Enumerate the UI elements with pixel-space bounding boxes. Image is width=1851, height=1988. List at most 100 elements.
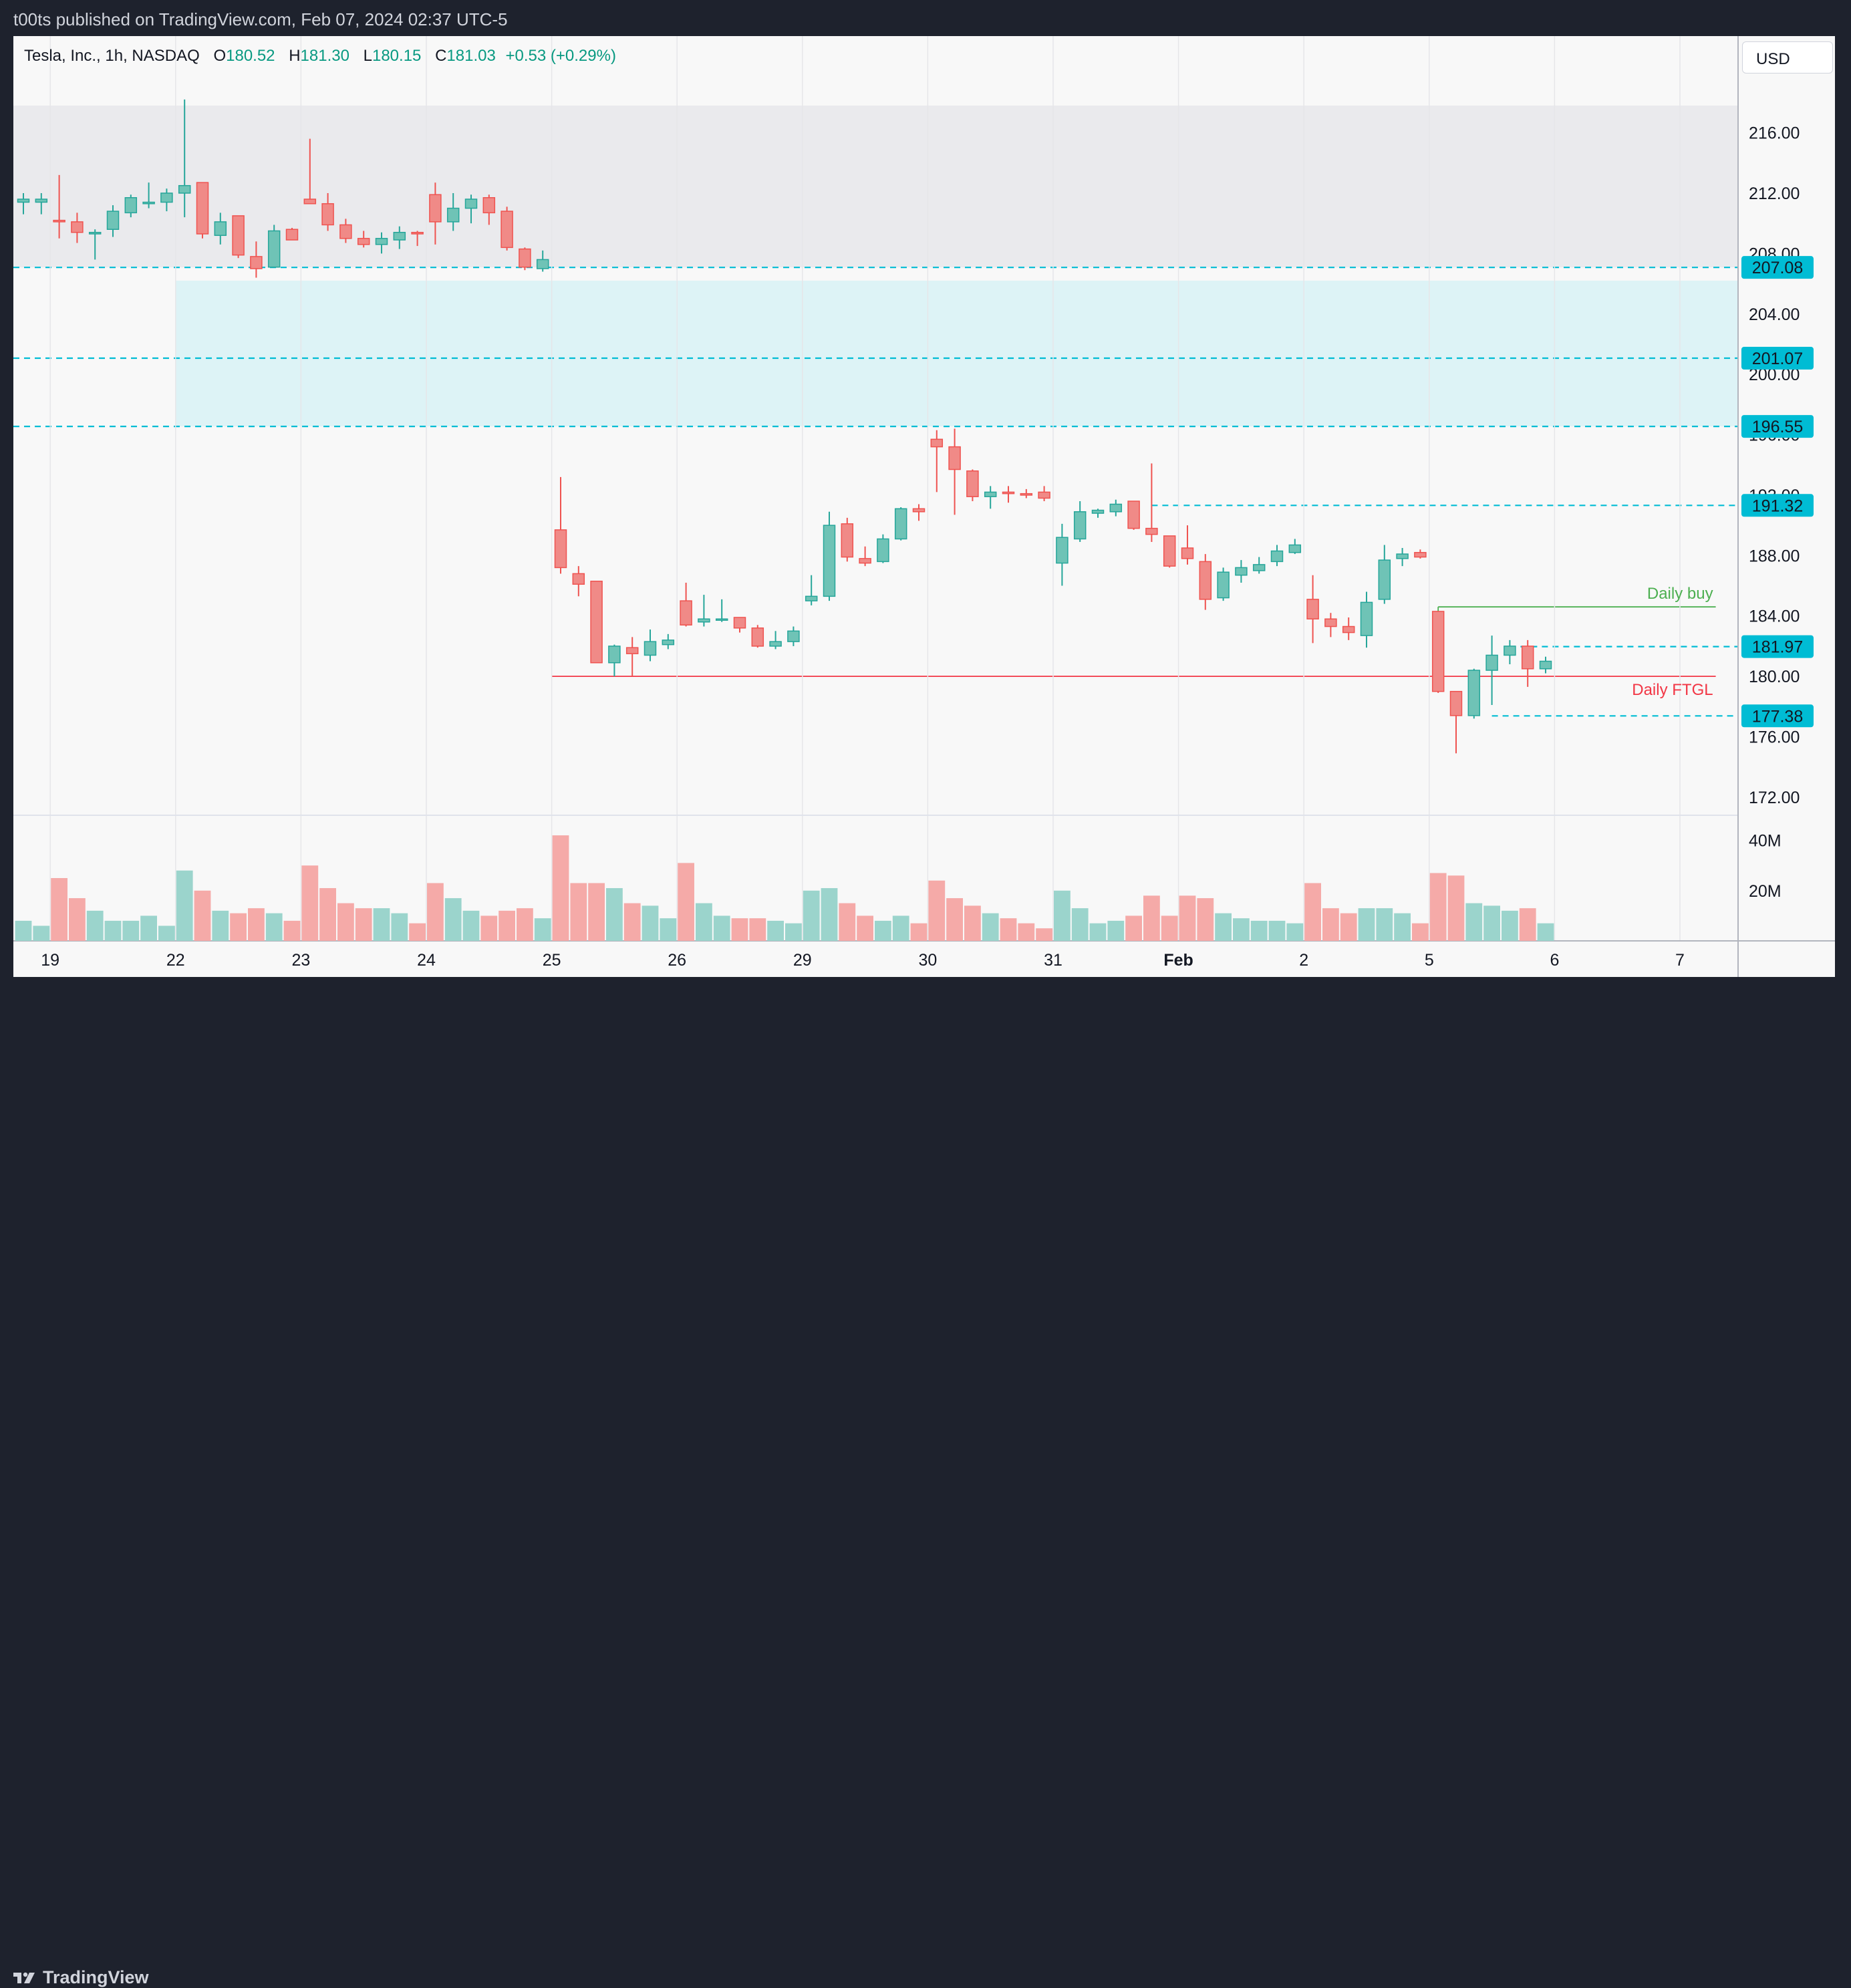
volume-bar (265, 913, 283, 941)
candle-body (625, 647, 639, 654)
volume-bar (283, 920, 301, 941)
candle-body (966, 470, 979, 497)
change-value: +0.53 (+0.29%) (505, 47, 616, 65)
candle-body (1396, 553, 1409, 559)
volume-bar (1089, 923, 1107, 941)
candle-body (572, 573, 585, 585)
candle-body (1360, 601, 1373, 636)
currency-button[interactable]: USD (1742, 41, 1833, 74)
candle-body (698, 618, 710, 623)
candle-body (1235, 567, 1248, 576)
candle-body (1020, 492, 1033, 496)
volume-bar (1071, 908, 1089, 941)
candle-body (393, 232, 406, 241)
close-label: C (435, 47, 447, 65)
candle-body (715, 618, 728, 621)
volume-bar (140, 915, 157, 941)
volume-bar (1394, 913, 1411, 941)
candle-body (357, 238, 370, 245)
candle-body (1127, 501, 1140, 529)
volume-bar (1000, 918, 1017, 941)
price-tick-label: 184.00 (1749, 607, 1800, 626)
candle-body (160, 192, 173, 203)
candle-body (375, 238, 388, 245)
volume-bar (910, 923, 928, 941)
level-price-badge (1741, 415, 1814, 438)
price-tick-label: 188.00 (1749, 547, 1800, 565)
candle-body (321, 203, 334, 226)
volume-bar (444, 898, 462, 941)
volume-bar (86, 910, 104, 941)
volume-bar (982, 913, 999, 941)
candle-body (1073, 511, 1087, 540)
volume-bar (785, 923, 802, 941)
volume-bar (69, 898, 86, 941)
candle-body (1414, 552, 1427, 558)
candle-body (1002, 491, 1015, 494)
volume-bar (1125, 915, 1142, 941)
volume-bar (875, 920, 891, 941)
candle-body (1252, 564, 1266, 571)
level-price-badge (1741, 256, 1814, 279)
candle-body (751, 627, 764, 647)
volume-bar (1304, 883, 1321, 941)
volume-bar (857, 915, 873, 941)
volume-tick-label: 40M (1749, 832, 1782, 851)
candle-body (482, 197, 496, 214)
level-price-label: 177.38 (1752, 707, 1803, 726)
volume-bar (552, 835, 569, 941)
volume-bar (1250, 920, 1268, 941)
level-price-label: 196.55 (1752, 418, 1803, 436)
volume-bar (1465, 903, 1483, 941)
volume-bar (749, 918, 766, 941)
volume-bar (176, 870, 193, 941)
high-value: 181.30 (300, 47, 349, 65)
high-label: H (289, 47, 301, 65)
volume-bar (33, 926, 50, 941)
volume-bar (892, 915, 909, 941)
candle-body (501, 210, 513, 249)
volume-bar (1322, 908, 1339, 941)
daily-buy-label: Daily buy (1647, 585, 1713, 603)
brand-name: TradingView (43, 1967, 149, 1987)
level-price-label: 201.07 (1752, 349, 1803, 368)
candle-body (1342, 625, 1355, 633)
volume-bar (104, 920, 122, 941)
candle-body (662, 640, 675, 646)
time-tick-label: 26 (668, 951, 686, 970)
volume-bar (1018, 923, 1035, 941)
time-tick-label: 24 (417, 951, 436, 970)
time-tick-label: 31 (1044, 951, 1062, 970)
level-price-badge (1741, 704, 1814, 728)
level-price-label: 191.32 (1752, 496, 1803, 515)
candle-body (196, 182, 209, 235)
volume-bar (499, 910, 515, 941)
candle-body (267, 230, 281, 268)
candle-body (1485, 654, 1498, 671)
tradingview-logo[interactable]: TradingView (12, 1967, 149, 1988)
low-value: 180.15 (372, 47, 422, 65)
candle-body (1181, 547, 1194, 559)
time-tick-label: 29 (793, 951, 812, 970)
chart-svg[interactable]: 216.00212.00208.00204.00200.00196.00192.… (0, 0, 1851, 1025)
volume-bar (1161, 915, 1178, 941)
volume-bar (15, 920, 32, 941)
candle-body (1306, 599, 1319, 619)
volume-bar (713, 915, 730, 941)
price-pane (13, 99, 1738, 754)
candle-body (1324, 618, 1337, 627)
candle-body (1467, 670, 1481, 716)
candle-body (464, 198, 478, 209)
candle-body (411, 232, 424, 235)
volume-bar (696, 903, 712, 941)
volume-bar (731, 918, 748, 941)
level-price-badge (1741, 346, 1814, 370)
time-tick-label: 30 (918, 951, 937, 970)
candle-body (285, 229, 299, 241)
candle-body (1521, 646, 1534, 670)
volume-bar (158, 926, 175, 941)
candle-body (35, 198, 48, 203)
volume-bar (355, 908, 372, 941)
candle-body (554, 529, 567, 569)
volume-bar (1483, 905, 1500, 941)
